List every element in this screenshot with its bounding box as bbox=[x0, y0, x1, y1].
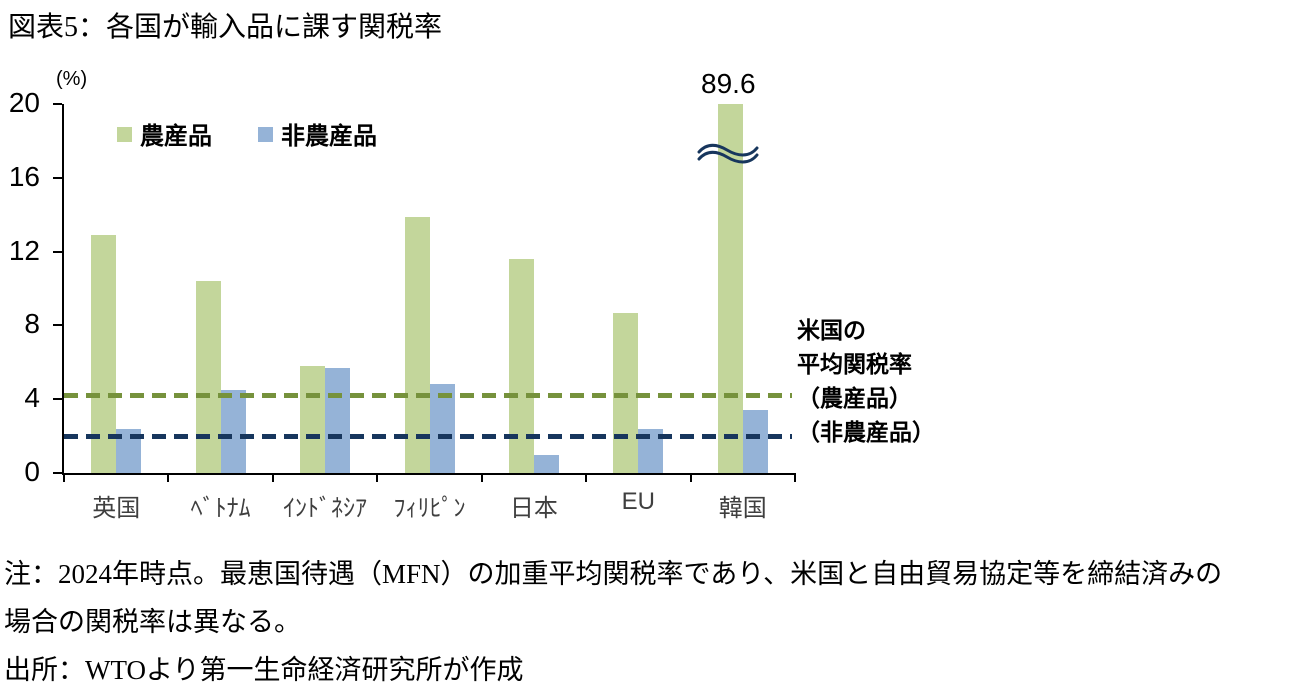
legend-swatch-agri-icon bbox=[117, 127, 132, 142]
annotation-line: 米国の bbox=[797, 317, 866, 343]
y-axis-tick-label: 4 bbox=[24, 382, 40, 414]
legend-swatch-nonagri-icon bbox=[258, 127, 273, 142]
y-axis-tick-mark bbox=[53, 176, 62, 179]
legend-label-agri: 農産品 bbox=[140, 123, 212, 150]
x-axis-tick-mark bbox=[271, 473, 274, 482]
y-axis-tick-mark bbox=[53, 250, 62, 253]
us-average-tariff-annotation: 米国の 平均関税率 （農産品） （非農産品） bbox=[797, 313, 935, 449]
y-axis-tick-label: 0 bbox=[24, 455, 40, 487]
y-axis-tick-label: 16 bbox=[8, 160, 40, 192]
x-axis-label-ﾍﾞﾄﾅﾑ: ﾍﾞﾄﾅﾑ bbox=[190, 495, 251, 522]
bar-agri-英国 bbox=[91, 235, 117, 473]
x-axis-label-EU: EU bbox=[621, 488, 656, 515]
bar-agri-韓国 bbox=[717, 104, 743, 473]
y-axis-unit-label: (%) bbox=[56, 68, 88, 90]
notes: 注：2024年時点。最恵国待遇（MFN）の加重平均関税率であり、米国と自由貿易協… bbox=[4, 550, 1222, 684]
legend-label-nonagri: 非農産品 bbox=[281, 123, 377, 150]
x-axis-label-日本: 日本 bbox=[509, 495, 558, 522]
annotation-line: （農産品） bbox=[797, 385, 912, 411]
y-axis-tick-mark bbox=[53, 398, 62, 401]
y-axis-tick-label: 12 bbox=[8, 234, 40, 266]
x-axis-label-英国: 英国 bbox=[92, 495, 141, 522]
y-axis-tick-mark bbox=[53, 472, 62, 474]
bar-nonagri-ﾍﾞﾄﾅﾑ bbox=[220, 389, 246, 473]
x-axis-tick-mark bbox=[376, 473, 379, 482]
x-axis-tick-mark bbox=[794, 473, 796, 482]
bar-nonagri-ｲﾝﾄﾞﾈｼｱ bbox=[325, 367, 351, 473]
x-axis-tick-mark bbox=[480, 473, 483, 482]
x-axis-label-ﾌｨﾘﾋﾟﾝ: ﾌｨﾘﾋﾟﾝ bbox=[393, 495, 466, 522]
chart-title: 図表5：各国が輸入品に課す関税率 bbox=[8, 12, 443, 43]
y-axis-tick-label: 8 bbox=[24, 308, 40, 340]
x-axis-label-ｲﾝﾄﾞﾈｼｱ: ｲﾝﾄﾞﾈｼｱ bbox=[283, 495, 368, 522]
plot-area: 農産品 非農産品 英国 ﾍﾞﾄﾅﾑ ｲﾝﾄﾞﾈｼｱ ﾌｨﾘﾋﾟﾝ 日本 EU 韓国 bbox=[62, 104, 796, 522]
reference-line-us-nonagri bbox=[64, 433, 792, 439]
x-axis-label-韓国: 韓国 bbox=[718, 495, 767, 522]
annotation-line: 平均関税率 bbox=[797, 351, 912, 377]
annotation-line: （非農産品） bbox=[797, 419, 935, 445]
bar-agri-ﾌｨﾘﾋﾟﾝ bbox=[404, 216, 430, 473]
note-line-1: 注：2024年時点。最恵国待遇（MFN）の加重平均関税率であり、米国と自由貿易協… bbox=[4, 559, 1223, 589]
legend-item-agri: 農産品 bbox=[117, 116, 212, 151]
legend: 農産品 非農産品 bbox=[117, 116, 377, 151]
note-line-3: 出所：WTOより第一生命経済研究所が作成 bbox=[4, 655, 524, 684]
bar-agri-日本 bbox=[508, 258, 534, 473]
bar-agri-ｲﾝﾄﾞﾈｼｱ bbox=[300, 366, 326, 473]
x-axis-tick-mark bbox=[689, 473, 692, 482]
legend-item-nonagri: 非農産品 bbox=[258, 116, 377, 151]
reference-line-us-agri bbox=[64, 393, 792, 398]
axis-break-icon bbox=[697, 143, 759, 164]
y-axis-tick-mark bbox=[53, 103, 62, 105]
x-axis-tick-mark bbox=[63, 473, 65, 482]
y-axis-tick-mark bbox=[53, 324, 62, 327]
note-line-2: 場合の関税率は異なる。 bbox=[4, 607, 301, 637]
x-axis-tick-mark bbox=[585, 473, 588, 482]
y-axis-tick-label: 20 bbox=[8, 86, 40, 118]
bar-nonagri-韓国 bbox=[742, 410, 768, 473]
bar-agri-EU bbox=[613, 312, 639, 473]
bar-agri-ﾍﾞﾄﾅﾑ bbox=[195, 281, 221, 473]
bar-nonagri-日本 bbox=[533, 454, 559, 473]
bar-nonagri-ﾌｨﾘﾋﾟﾝ bbox=[429, 384, 455, 473]
x-axis-tick-mark bbox=[167, 473, 170, 482]
broken-bar-value-label: 89.6 bbox=[701, 68, 756, 99]
